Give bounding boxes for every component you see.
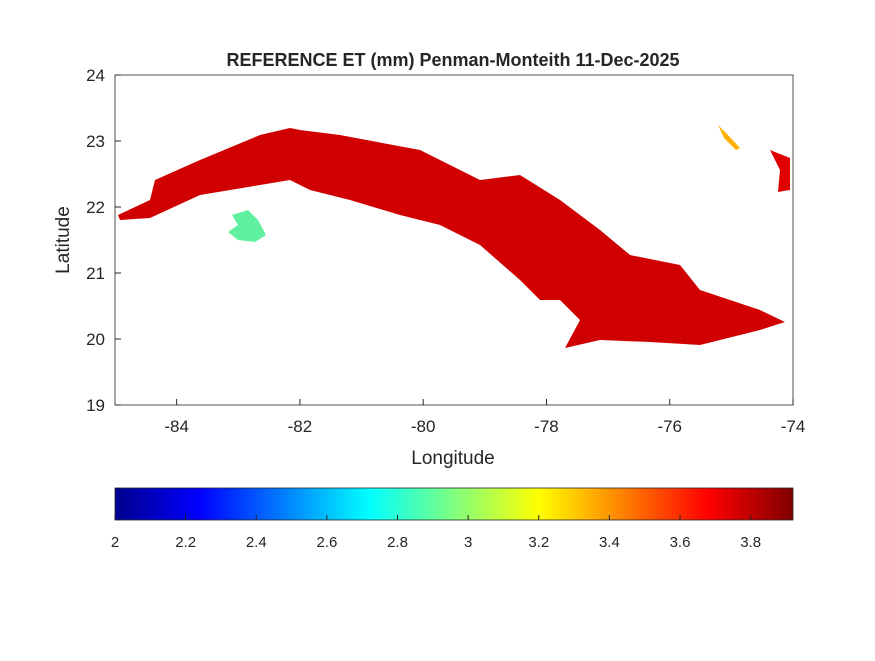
y-tick-label: 19 bbox=[86, 396, 105, 415]
colorbar-tick-label: 2 bbox=[111, 534, 119, 551]
colorbar-ticks: 2 2.2 2.4 2.6 2.8 3 3.2 3.4 3.6 3.8 bbox=[111, 515, 761, 551]
y-axis-label: Latitude bbox=[53, 206, 74, 274]
x-tick-label: -80 bbox=[411, 417, 436, 436]
x-axis-label: Longitude bbox=[411, 448, 494, 469]
colorbar-tick-label: 2.8 bbox=[387, 534, 408, 551]
plot-area bbox=[114, 74, 794, 406]
y-ticks: 19 20 21 22 23 24 bbox=[86, 66, 121, 415]
land-heatmap bbox=[118, 125, 790, 348]
main-island bbox=[118, 128, 785, 348]
colorbar-tick-label: 2.6 bbox=[316, 534, 337, 551]
northeast-islet bbox=[718, 125, 740, 150]
colorbar-tick-label: 2.4 bbox=[246, 534, 267, 551]
y-tick-label: 24 bbox=[86, 66, 105, 85]
y-tick-label: 20 bbox=[86, 330, 105, 349]
y-tick-label: 21 bbox=[86, 264, 105, 283]
x-ticks: -84 -82 -80 -78 -76 -74 bbox=[164, 399, 805, 436]
chart-title: REFERENCE ET (mm) Penman-Monteith 11-Dec… bbox=[226, 50, 679, 70]
east-edge-islet bbox=[770, 150, 790, 192]
x-tick-label: -74 bbox=[781, 417, 806, 436]
colorbar-tick-label: 3 bbox=[464, 534, 472, 551]
colorbar-tick-label: 3.4 bbox=[599, 534, 620, 551]
colorbar-tick-label: 3.8 bbox=[740, 534, 761, 551]
x-tick-label: -76 bbox=[657, 417, 682, 436]
x-tick-label: -78 bbox=[534, 417, 559, 436]
colorbar-tick-label: 2.2 bbox=[175, 534, 196, 551]
colorbar bbox=[114, 487, 794, 521]
x-tick-label: -84 bbox=[164, 417, 189, 436]
x-tick-label: -82 bbox=[288, 417, 313, 436]
isla-de-la-juventud bbox=[228, 210, 266, 242]
y-tick-label: 23 bbox=[86, 132, 105, 151]
colorbar-tick-label: 3.6 bbox=[670, 534, 691, 551]
colorbar-tick-label: 3.2 bbox=[528, 534, 549, 551]
y-tick-label: 22 bbox=[86, 198, 105, 217]
